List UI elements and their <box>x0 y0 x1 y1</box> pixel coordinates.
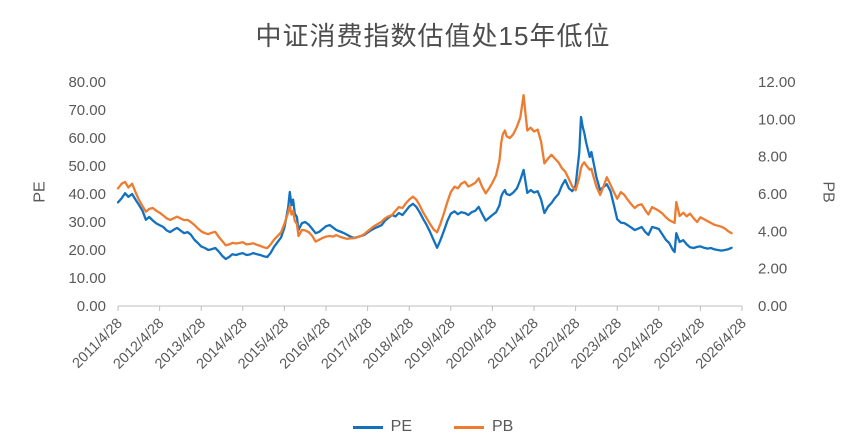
y-tick-label-right: 6.00 <box>758 186 787 203</box>
pe-line <box>116 115 733 261</box>
pb-legend-label: PB <box>492 418 514 435</box>
chart-title: 中证消费指数估值处15年低位 <box>255 21 611 51</box>
pb-legend-swatch <box>454 425 484 429</box>
y-tick-label-left: 10.00 <box>68 270 106 287</box>
pb-line <box>116 93 733 250</box>
y-tick-label-right: 8.00 <box>758 149 787 166</box>
pe-legend-label: PE <box>390 418 412 435</box>
legend-item-pb: PB <box>454 418 513 436</box>
y-tick-label-left: 0.00 <box>77 298 106 315</box>
legend: PE PB <box>0 418 866 436</box>
y-tick-label-left: 60.00 <box>68 130 106 147</box>
y-tick-label-right: 12.00 <box>758 74 796 91</box>
y-tick-label-left: 30.00 <box>68 214 106 231</box>
y-tick-label-right: 0.00 <box>758 298 787 315</box>
pe-legend-swatch <box>352 425 383 429</box>
legend-item-pe: PE <box>352 418 412 436</box>
y-tick-label-left: 80.00 <box>68 74 106 91</box>
y-tick-label-right: 10.00 <box>758 111 796 128</box>
y-tick-label-left: 70.00 <box>68 102 106 119</box>
y-tick-label-right: 2.00 <box>758 261 787 278</box>
y-tick-label-left: 50.00 <box>68 158 106 175</box>
y-tick-label-right: 4.00 <box>758 223 787 240</box>
y-tick-label-left: 20.00 <box>68 242 106 259</box>
y-tick-label-left: 40.00 <box>68 186 106 203</box>
